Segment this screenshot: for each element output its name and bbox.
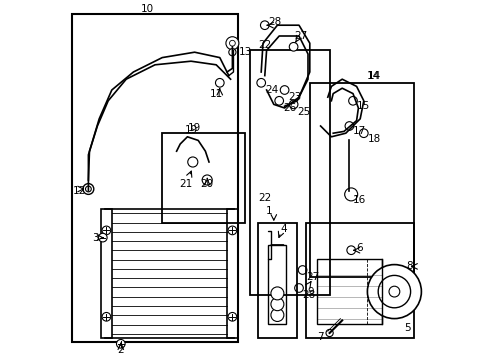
Text: 9: 9	[307, 287, 314, 297]
Circle shape	[98, 233, 107, 242]
Circle shape	[83, 184, 94, 194]
Text: 11: 11	[210, 89, 223, 99]
Circle shape	[86, 186, 91, 192]
Circle shape	[117, 339, 125, 348]
Text: 6: 6	[357, 243, 363, 253]
Circle shape	[228, 226, 237, 235]
Circle shape	[275, 96, 284, 105]
Circle shape	[345, 122, 354, 130]
Circle shape	[378, 275, 411, 308]
Circle shape	[257, 78, 266, 87]
Bar	[317, 259, 382, 324]
Text: 17: 17	[353, 126, 366, 136]
Circle shape	[229, 40, 235, 46]
Circle shape	[271, 309, 284, 321]
Circle shape	[298, 266, 307, 274]
Text: 13: 13	[239, 47, 252, 57]
Text: 26: 26	[283, 103, 296, 113]
Circle shape	[368, 265, 421, 319]
Circle shape	[261, 21, 269, 30]
Circle shape	[289, 42, 298, 51]
Circle shape	[271, 287, 284, 300]
Circle shape	[102, 226, 111, 235]
Circle shape	[216, 78, 224, 87]
Circle shape	[294, 284, 303, 292]
Text: 2: 2	[118, 345, 124, 355]
Circle shape	[271, 298, 284, 311]
Circle shape	[229, 49, 236, 56]
Circle shape	[102, 312, 111, 321]
Circle shape	[226, 37, 239, 50]
Text: 23: 23	[288, 92, 301, 102]
Text: 3: 3	[92, 233, 99, 243]
Text: 16: 16	[353, 195, 366, 205]
Text: 14: 14	[368, 71, 381, 81]
Circle shape	[389, 286, 400, 297]
Circle shape	[349, 96, 357, 105]
Text: 18: 18	[368, 134, 381, 144]
Circle shape	[188, 157, 198, 167]
Circle shape	[202, 175, 212, 185]
Text: 28: 28	[268, 17, 281, 27]
Circle shape	[347, 246, 356, 255]
Text: 22: 22	[258, 193, 271, 203]
Text: 24: 24	[265, 85, 278, 95]
Circle shape	[280, 86, 289, 94]
Text: 19: 19	[188, 123, 201, 133]
Text: 7: 7	[318, 332, 324, 342]
Circle shape	[345, 190, 354, 199]
Circle shape	[345, 188, 358, 201]
Text: 28: 28	[303, 290, 316, 300]
Text: 8: 8	[406, 261, 413, 271]
Text: 15: 15	[357, 101, 370, 111]
Text: 4: 4	[280, 224, 287, 234]
Text: 10: 10	[141, 4, 154, 14]
Circle shape	[360, 129, 368, 138]
Circle shape	[289, 100, 298, 109]
Text: 5: 5	[404, 323, 411, 333]
Text: 25: 25	[297, 107, 311, 117]
Text: 20: 20	[200, 179, 214, 189]
Text: 21: 21	[179, 179, 192, 189]
Text: 27: 27	[294, 31, 307, 41]
Text: 12: 12	[73, 186, 86, 196]
Circle shape	[228, 312, 237, 321]
Text: 19: 19	[184, 125, 197, 135]
Text: 22: 22	[258, 40, 271, 50]
Text: 1: 1	[266, 206, 272, 216]
Text: 27: 27	[306, 272, 319, 282]
Circle shape	[326, 329, 333, 337]
Text: 14: 14	[368, 71, 381, 81]
